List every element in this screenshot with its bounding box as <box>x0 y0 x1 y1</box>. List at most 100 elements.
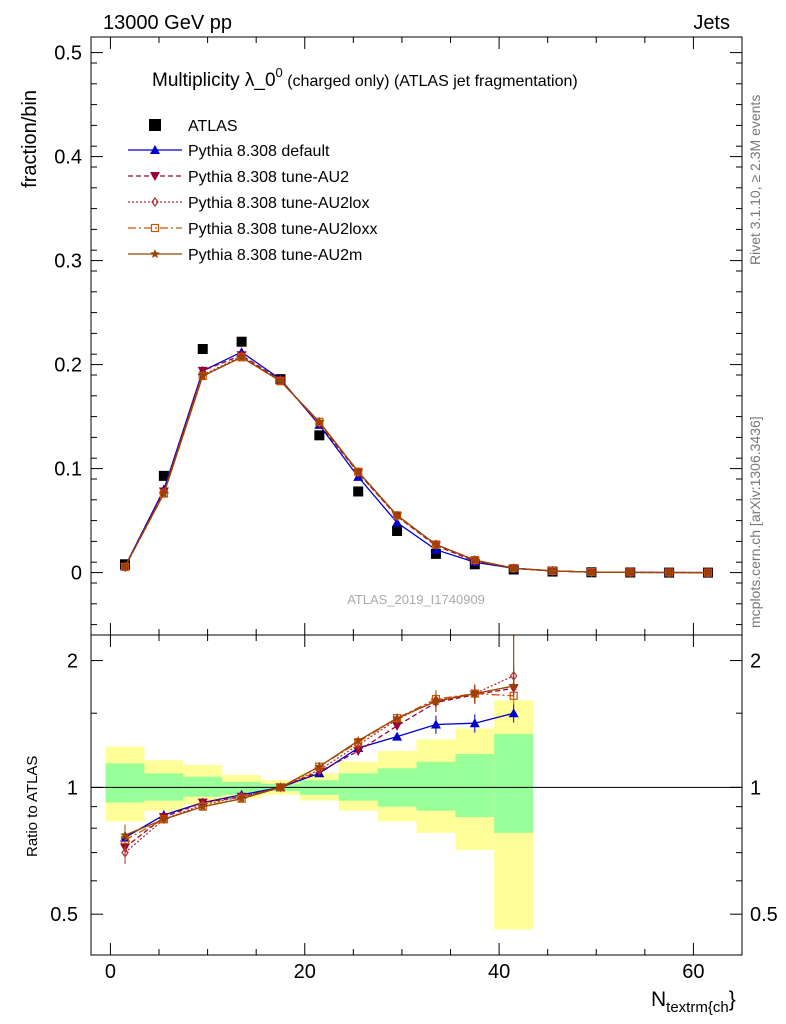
x-tick-label: 20 <box>294 961 316 983</box>
series-point <box>547 565 558 575</box>
x-axis-label-close: } <box>729 988 736 1011</box>
y-tick-label: 0.4 <box>54 147 82 169</box>
series-line <box>124 351 709 574</box>
y-tick-label: 0 <box>71 563 82 585</box>
ratio-series-point <box>159 814 169 824</box>
series-point <box>236 352 247 362</box>
main-axes: 0 0.1 0.2 0.3 0.4 0.5 <box>54 37 742 635</box>
header-energy: 13000 GeV pp <box>103 12 232 34</box>
ratio-series-point <box>197 801 208 811</box>
mcplots-label: mcplots.cern.ch [arXiv:1306.3436] <box>747 416 763 628</box>
green-band <box>455 754 495 818</box>
x-tick-label: 0 <box>105 961 116 983</box>
series-point <box>625 567 636 577</box>
ratio-series-point <box>431 696 441 706</box>
series-point <box>275 376 286 386</box>
series-point <box>431 539 441 549</box>
series-point <box>508 563 519 573</box>
green-band <box>222 781 262 795</box>
series-line <box>124 355 709 574</box>
atlas-point <box>430 548 441 559</box>
legend-label: Pythia 8.308 tune-AU2lox <box>188 195 369 212</box>
chart-title: Multiplicity λ_00 (charged only) (ATLAS … <box>152 65 578 91</box>
series-point <box>159 488 169 498</box>
x-tick-label: 60 <box>682 961 704 983</box>
series-point <box>392 517 403 527</box>
legend-marker <box>150 172 160 181</box>
legend-label: Pythia 8.308 tune-AU2loxx <box>188 221 377 238</box>
ratio-series-point <box>508 708 519 718</box>
y-tick-label: 0.2 <box>54 355 82 377</box>
ratio-series-point <box>121 847 129 858</box>
atlas-point <box>158 470 169 481</box>
x-tick-label: 40 <box>488 961 510 983</box>
main-data-layer <box>120 336 713 578</box>
ratio-series-point <box>314 761 325 771</box>
y-tick-label: 0.1 <box>54 459 82 481</box>
series-point <box>703 567 713 577</box>
y-tick-label: 0.5 <box>54 43 82 65</box>
series-point <box>353 466 363 476</box>
ratio-tick-label-right: 1 <box>750 777 761 799</box>
x-axis-label: Ntextrm{ch} <box>651 988 736 1016</box>
ratio-data-layer <box>91 635 742 930</box>
legend-label-atlas: ATLAS <box>188 118 238 135</box>
x-axis-label-main: N <box>651 988 666 1011</box>
ratio-tick-label-right: 2 <box>750 651 761 673</box>
header-category: Jets <box>693 12 730 34</box>
legend: ATLAS Pythia 8.308 default Pythia 8.308 tu… <box>128 118 377 264</box>
x-axis-label-sub: textrm{ch <box>666 999 729 1016</box>
ratio-tick-label-left: 0.5 <box>50 904 78 926</box>
ratio-series-point <box>392 731 403 741</box>
y-axis-label: fraction/bin <box>19 90 41 188</box>
legend-marker <box>151 197 159 207</box>
atlas-point <box>353 486 364 497</box>
green-band <box>416 761 456 811</box>
legend-marker <box>150 249 160 259</box>
legend-label: Pythia 8.308 tune-AU2 <box>188 169 349 186</box>
chart-title-rest: (charged only) (ATLAS jet fragmentation) <box>283 73 578 90</box>
atlas-point <box>392 526 403 536</box>
atlas-point <box>236 336 247 347</box>
series-line <box>124 356 709 574</box>
ratio-frame <box>90 634 743 956</box>
green-band <box>183 776 223 797</box>
ratio-series-point <box>353 746 364 756</box>
ratio-axes: 0 20 40 60 0.5 0.5 1 1 2 2 <box>50 635 778 983</box>
legend-label: Pythia 8.308 default <box>188 143 330 160</box>
series-point <box>664 567 674 577</box>
atlas-point <box>314 430 325 441</box>
series-point <box>586 567 597 577</box>
ratio-y-axis-label: Ratio to ATLAS <box>24 756 41 857</box>
ratio-series-point <box>392 713 402 723</box>
ratio-series-point <box>275 782 286 792</box>
analysis-id: ATLAS_2019_I1740909 <box>347 592 485 607</box>
atlas-point <box>197 344 208 354</box>
y-tick-label: 0.3 <box>54 251 82 273</box>
series-line <box>124 354 709 574</box>
main-panel: 00.10.20.30.40.5 Multiplicity λ_00 (char… <box>19 36 743 636</box>
series-point <box>470 555 480 565</box>
rivet-label: Rivet 3.1.10, ≥ 2.3M events <box>747 95 763 265</box>
ratio-series-point <box>469 718 480 728</box>
ratio-tick-label-right: 0.5 <box>750 904 778 926</box>
ratio-series-line <box>124 675 514 854</box>
legend-marker-atlas <box>149 119 161 131</box>
ratio-series-point <box>392 721 403 731</box>
green-band <box>105 763 145 803</box>
ratio-panel: 0 20 40 60 0.5 0.5 1 1 2 2 Ratio to ATLAS <box>24 634 778 983</box>
series-line <box>124 356 709 574</box>
ratio-tick-label-left: 1 <box>67 777 78 799</box>
series-point <box>392 510 402 520</box>
legend-marker <box>150 145 160 154</box>
ratio-series-point <box>120 830 130 840</box>
ratio-series-point <box>236 793 247 803</box>
series-point <box>120 561 130 571</box>
ratio-series-point <box>430 719 441 729</box>
legend-label: Pythia 8.308 tune-AU2m <box>188 247 362 264</box>
chart-title-main: Multiplicity λ_0 <box>152 70 276 91</box>
ratio-series-point <box>353 735 363 745</box>
chart-title-sup: 0 <box>276 65 283 80</box>
ratio-series-point <box>470 688 480 698</box>
